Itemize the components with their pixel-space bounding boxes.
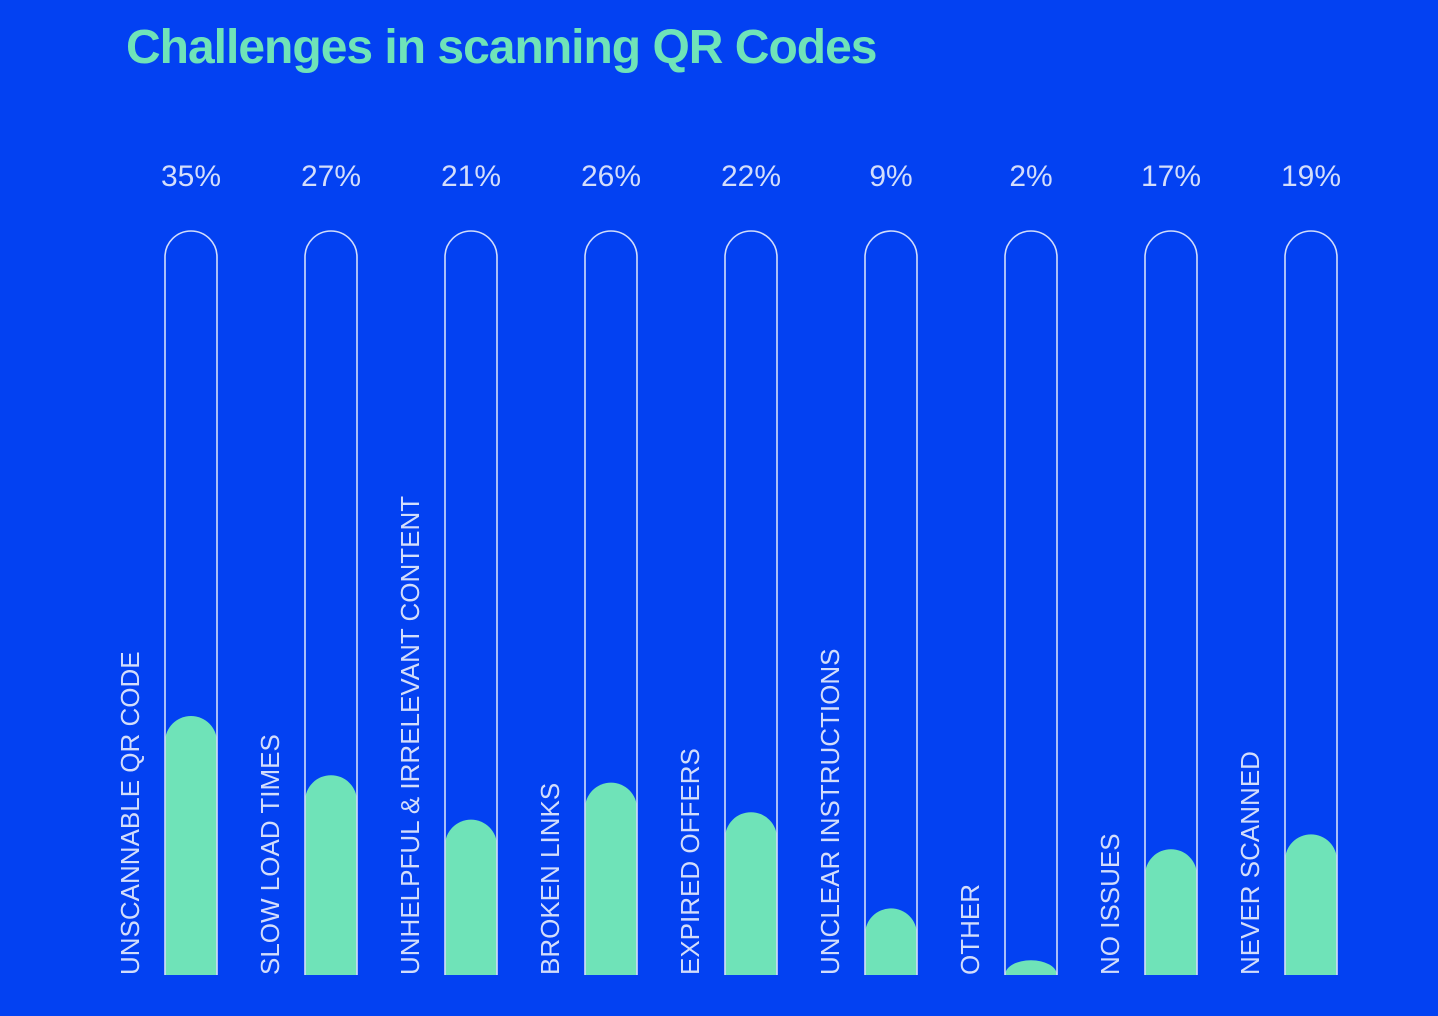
bar-outline-3 xyxy=(444,230,498,975)
category-label-4: BROKEN LINKS xyxy=(535,783,565,975)
value-label-5: 22% xyxy=(721,160,781,193)
bar-fill-3 xyxy=(445,819,497,975)
category-label-3: UNHELPFUL & IRRELEVANT CONTENT xyxy=(395,496,425,975)
category-label-1: UNSCANNABLE QR CODE xyxy=(115,651,145,975)
bar-outline-8 xyxy=(1144,230,1198,975)
value-label-9: 19% xyxy=(1281,160,1341,193)
category-label-5: EXPIRED OFFERS xyxy=(675,748,705,975)
category-label-8: NO ISSUES xyxy=(1095,833,1125,975)
value-label-7: 2% xyxy=(1009,160,1052,193)
value-label-2: 27% xyxy=(301,160,361,193)
bar-fill-6 xyxy=(865,908,917,975)
bar-outline-2 xyxy=(304,230,358,975)
value-label-3: 21% xyxy=(441,160,501,193)
bar-outline-7 xyxy=(1004,230,1058,975)
bar-outline-5 xyxy=(724,230,778,975)
bar-fill-7 xyxy=(1005,960,1057,975)
bar-outline-6 xyxy=(864,230,918,975)
value-label-4: 26% xyxy=(581,160,641,193)
bar-outline-9 xyxy=(1284,230,1338,975)
bar-fill-9 xyxy=(1285,834,1338,975)
category-label-6: UNCLEAR INSTRUCTIONS xyxy=(815,649,845,975)
bar-fill-1 xyxy=(165,716,217,975)
chart-title: Challenges in scanning QR Codes xyxy=(126,21,877,74)
category-label-9: NEVER SCANNED xyxy=(1235,751,1265,975)
bar-outline-4 xyxy=(584,230,638,975)
value-label-6: 9% xyxy=(869,160,912,193)
category-label-2: SLOW LOAD TIMES xyxy=(255,734,285,975)
bar-fill-4 xyxy=(585,782,637,975)
bar-outline-1 xyxy=(164,230,218,975)
bar-fill-8 xyxy=(1145,849,1197,975)
bar-fill-5 xyxy=(725,812,777,975)
category-label-7: OTHER xyxy=(955,884,985,975)
value-label-8: 17% xyxy=(1141,160,1201,193)
value-label-1: 35% xyxy=(161,160,221,193)
bar-fill-2 xyxy=(305,775,357,975)
